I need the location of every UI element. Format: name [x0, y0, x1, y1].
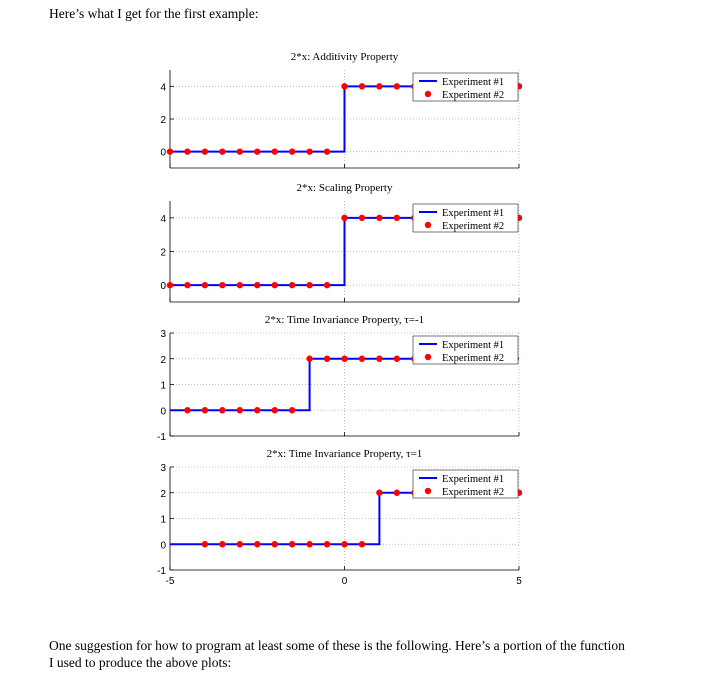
data-point: [271, 148, 278, 155]
legend-label: Experiment #2: [442, 90, 504, 101]
data-point: [323, 148, 331, 155]
legend-label: Experiment #1: [442, 340, 504, 351]
legend-label: Experiment #2: [442, 487, 504, 498]
y-tick-label: 0: [160, 281, 166, 292]
data-point: [341, 83, 348, 90]
y-tick-label: 2: [160, 489, 166, 500]
chart-title: 2*x: Scaling Property: [297, 182, 393, 194]
data-point: [254, 407, 261, 414]
data-point: [254, 281, 261, 289]
data-point: [376, 355, 383, 362]
y-tick-label: 1: [160, 515, 166, 526]
legend-label: Experiment #2: [442, 353, 504, 364]
data-point: [184, 148, 191, 155]
data-point: [219, 407, 226, 414]
y-tick-label: 3: [160, 329, 166, 340]
data-point: [341, 355, 348, 362]
y-tick-label: 2: [160, 248, 166, 259]
legend-box: [412, 469, 519, 499]
data-point: [358, 214, 366, 222]
figure: 2*x: Additivity Property 0 2 4 Experiment #1…: [157, 51, 522, 587]
data-point: [201, 407, 209, 414]
legend-marker-icon: [424, 353, 432, 361]
data-point: [376, 489, 383, 496]
data-point: [306, 281, 313, 289]
data-point: [288, 407, 296, 414]
legend-box: [412, 72, 519, 102]
data-point: [271, 541, 278, 548]
data-point: [288, 148, 296, 155]
y-tick-label: 0: [160, 540, 166, 551]
y-tick-label: 2: [160, 355, 166, 366]
y-tick-label: 2: [160, 115, 166, 126]
y-tick-label: 4: [160, 214, 166, 225]
data-point: [201, 281, 209, 289]
intro-text: Here’s what I get for the first example:: [49, 6, 259, 21]
legend-marker-icon: [424, 221, 432, 229]
data-point: [254, 541, 261, 548]
data-point: [271, 281, 278, 289]
data-point: [236, 407, 243, 414]
outro-line-2: I used to produce the above plots:: [49, 655, 232, 670]
data-point: [201, 541, 209, 548]
x-tick-label: 0: [342, 576, 348, 587]
data-point: [393, 83, 401, 90]
legend-label: Experiment #1: [442, 474, 504, 485]
data-point: [219, 148, 226, 155]
data-point: [358, 541, 366, 548]
data-point: [306, 541, 313, 548]
x-tick-label: -5: [166, 576, 175, 587]
data-point: [393, 489, 401, 496]
data-point: [341, 214, 348, 222]
legend-marker-icon: [424, 487, 432, 495]
y-tick-label: 0: [160, 148, 166, 159]
data-point: [358, 83, 366, 90]
data-point: [166, 281, 174, 289]
data-point: [376, 214, 383, 222]
outro-line-1: One suggestion for how to program at lea…: [49, 638, 625, 653]
data-point: [236, 541, 243, 548]
y-tick-label: -1: [157, 432, 166, 443]
legend-marker-icon: [424, 90, 432, 98]
data-point: [254, 148, 261, 155]
data-point: [323, 355, 331, 362]
legend-label: Experiment #1: [442, 77, 504, 88]
data-point: [376, 83, 383, 90]
data-point: [219, 281, 226, 289]
y-tick-label: 3: [160, 463, 166, 474]
y-tick-label: 0: [160, 406, 166, 417]
data-point: [341, 541, 348, 548]
data-point: [236, 148, 243, 155]
data-point: [288, 541, 296, 548]
data-point: [166, 148, 174, 155]
x-tick-label: 5: [516, 576, 522, 587]
data-point: [184, 281, 191, 289]
chart-title: 2*x: Time Invariance Property, τ=-1: [265, 314, 424, 326]
data-point: [358, 355, 366, 362]
legend-box: [412, 335, 519, 365]
chart-title: 2*x: Time Invariance Property, τ=1: [267, 448, 423, 460]
legend-label: Experiment #2: [442, 221, 504, 232]
y-tick-label: 4: [160, 82, 166, 93]
data-point: [393, 355, 401, 362]
y-tick-label: 1: [160, 381, 166, 392]
data-point: [219, 541, 226, 548]
data-point: [306, 355, 313, 362]
data-point: [323, 541, 331, 548]
data-point: [184, 407, 191, 414]
data-point: [288, 281, 296, 289]
data-point: [236, 281, 243, 289]
chart-title: 2*x: Additivity Property: [291, 51, 399, 63]
legend-box: [412, 203, 519, 233]
y-tick-label: -1: [157, 566, 166, 577]
data-point: [271, 407, 278, 414]
legend-label: Experiment #1: [442, 208, 504, 219]
data-point: [393, 214, 401, 222]
data-point: [323, 281, 331, 289]
data-point: [201, 148, 209, 155]
data-point: [306, 148, 313, 155]
